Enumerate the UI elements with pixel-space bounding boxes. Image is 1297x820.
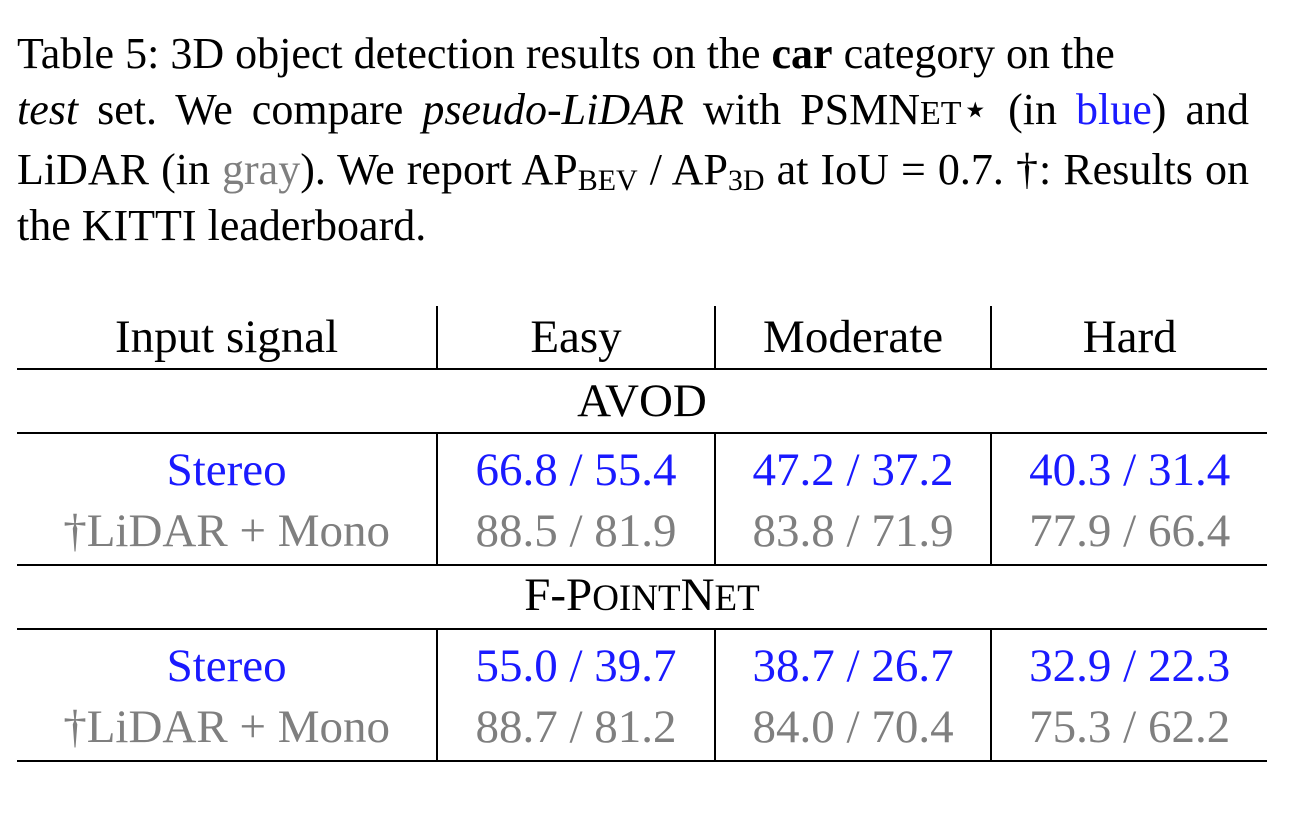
table-row: Stereo 55.0 / 39.7 38.7 / 26.7 32.9 / 22… (17, 629, 1267, 698)
cell-easy: 66.8 / 55.4 (436, 433, 715, 502)
cell-moderate: 47.2 / 37.2 (713, 433, 992, 502)
section-title-avod: AVOD (17, 369, 1267, 434)
caption-psmnet: PSMNET⋆ (800, 85, 990, 134)
cell-easy: 55.0 / 39.7 (436, 629, 715, 698)
caption-pseudo-lidar-word: pseudo-LiDAR (422, 85, 684, 134)
cell-hard: 75.3 / 62.2 (990, 698, 1267, 762)
cell-hard: 77.9 / 66.4 (990, 502, 1267, 566)
row-signal: †LiDAR + Mono (17, 502, 438, 566)
row-signal: †LiDAR + Mono (17, 698, 438, 762)
caption-test-word: test (17, 85, 79, 134)
table-row: Stereo 66.8 / 55.4 47.2 / 37.2 40.3 / 31… (17, 433, 1267, 502)
cell-moderate: 84.0 / 70.4 (713, 698, 992, 762)
header-input-signal: Input signal (17, 306, 438, 370)
section-row-f-pointnet: F-POINTNET (17, 565, 1267, 630)
header-hard: Hard (990, 306, 1267, 370)
caption-car-word: car (771, 29, 833, 78)
caption-label: Table 5: (17, 29, 160, 78)
results-table: Input signal Easy Moderate Hard AVOD Ste… (17, 306, 1267, 762)
cell-moderate: 83.8 / 71.9 (713, 502, 992, 566)
header-easy: Easy (436, 306, 715, 370)
table-caption: Table 5: 3D object detection results on … (17, 29, 1249, 250)
cell-hard: 32.9 / 22.3 (990, 629, 1267, 698)
caption-gray-word: gray (222, 145, 301, 194)
caption-blue-word: blue (1076, 85, 1152, 134)
star-icon: ⋆ (961, 85, 990, 134)
cell-easy: 88.7 / 81.2 (436, 698, 715, 762)
cell-easy: 88.5 / 81.9 (436, 502, 715, 566)
cell-hard: 40.3 / 31.4 (990, 433, 1267, 502)
table-row: †LiDAR + Mono 88.5 / 81.9 83.8 / 71.9 77… (17, 502, 1267, 566)
section-title-f-pointnet: F-POINTNET (17, 565, 1267, 630)
section-row-avod: AVOD (17, 369, 1267, 434)
table-row: †LiDAR + Mono 88.7 / 81.2 84.0 / 70.4 75… (17, 698, 1267, 762)
header-moderate: Moderate (713, 306, 992, 370)
row-signal: Stereo (166, 444, 287, 496)
header-row: Input signal Easy Moderate Hard (17, 306, 1267, 370)
caption-3d-subscript: 3D (727, 164, 765, 197)
cell-moderate: 38.7 / 26.7 (713, 629, 992, 698)
caption-bev-subscript: BEV (577, 164, 638, 197)
row-signal: Stereo (166, 640, 287, 692)
